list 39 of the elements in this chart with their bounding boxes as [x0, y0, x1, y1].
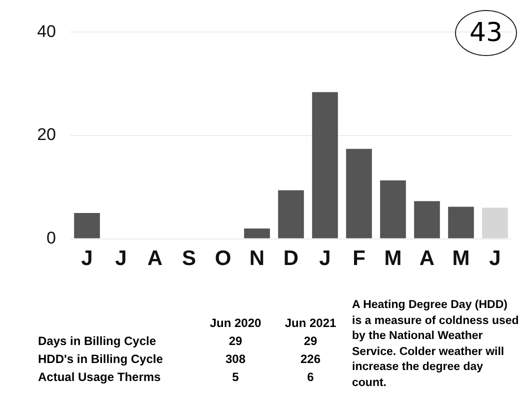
- text: Days in Billing Cycle: [38, 333, 158, 350]
- text: Jun 2021: [284, 315, 338, 332]
- x-tick-label: D: [283, 247, 299, 270]
- y-tick-label: 0: [46, 228, 56, 248]
- x-tick-label: J: [115, 247, 127, 270]
- text: 6: [306, 369, 315, 386]
- x-tick-label: A: [419, 247, 435, 270]
- bar: [312, 92, 338, 238]
- text: 5: [231, 369, 240, 386]
- text: Jun 2020: [208, 315, 262, 332]
- x-tick-label: S: [182, 247, 196, 270]
- bar: [482, 208, 508, 238]
- x-tick-label: A: [147, 247, 163, 270]
- circle-outline: 43: [455, 10, 517, 56]
- x-tick-label: M: [384, 247, 402, 270]
- x-tick-label: J: [81, 247, 93, 270]
- annotation: 43: [469, 18, 503, 48]
- bar: [380, 180, 406, 238]
- text: A Heating Degree Day (HDD) is a measure of coldness used by the National Weather Service. Colder weather will increase the degree day count.: [352, 298, 520, 390]
- y-tick-label: 40: [37, 22, 56, 41]
- x-tick-label: F: [352, 247, 366, 270]
- bar: [448, 206, 474, 238]
- text: 29: [302, 333, 318, 350]
- text: 226: [299, 351, 322, 368]
- x-tick-label: J: [319, 247, 331, 270]
- text: 29: [228, 333, 244, 350]
- text: HDD's in Billing Cycle: [38, 351, 164, 368]
- bar: [74, 212, 100, 238]
- bar: [244, 228, 270, 238]
- y-tick-label: 20: [37, 125, 56, 144]
- text: 308: [224, 351, 247, 368]
- bar: [414, 201, 440, 238]
- text: Actual Usage Therms: [38, 369, 162, 386]
- bar: [278, 190, 304, 238]
- x-tick-label: M: [452, 247, 470, 270]
- bar: [346, 148, 372, 238]
- x-tick-label: N: [249, 247, 265, 270]
- x-tick-label: J: [489, 247, 501, 270]
- x-tick-label: O: [214, 247, 232, 270]
